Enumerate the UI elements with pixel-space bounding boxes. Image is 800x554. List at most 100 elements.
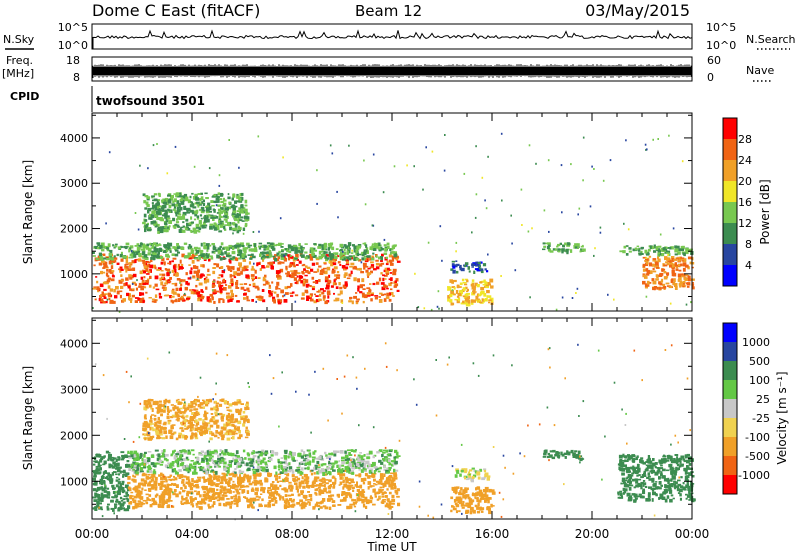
data-cell-1-1 (189, 496, 193, 500)
data-cell-1-1 (304, 502, 308, 505)
data-cell-0-2 (213, 200, 217, 203)
data-cell-1-3 (220, 419, 224, 422)
data-cell-1-1 (328, 484, 332, 487)
data-cell-0-0 (197, 269, 201, 272)
data-cell-0-1 (251, 248, 255, 252)
data-cell-1-3 (226, 401, 229, 405)
data-cell-1-2 (328, 452, 333, 456)
data-cell-0-3 (462, 300, 465, 304)
data-cell-1-1 (163, 494, 166, 499)
data-cell-1-2 (223, 465, 226, 470)
data-cell-0-0 (200, 289, 203, 293)
data-cell-0-0 (358, 267, 362, 271)
data-cell-1-1 (226, 498, 230, 500)
data-cell-0-0 (322, 297, 326, 301)
sparse-echo (232, 232, 234, 235)
data-cell-1-2 (291, 457, 295, 461)
data-cell-0-0 (395, 255, 399, 258)
data-cell-1-1 (204, 479, 208, 482)
data-cell-0-1 (171, 253, 175, 256)
data-cell-0-0 (340, 299, 344, 303)
data-cell-0-0 (212, 290, 216, 295)
data-cell-1-2 (356, 456, 360, 459)
data-cell-1-1 (372, 503, 376, 506)
data-cell-1-3 (178, 434, 182, 439)
data-cell-0-0 (382, 277, 385, 282)
data-cell-0-2 (199, 221, 202, 225)
data-cell-0-2 (152, 220, 157, 224)
data-cell-0-0 (236, 267, 241, 272)
data-cell-0-0 (127, 268, 131, 271)
data-cell-0-0 (285, 265, 288, 270)
data-cell-1-3 (142, 433, 146, 436)
y-tick-label: 4000 (60, 132, 88, 145)
data-cell-1-4 (451, 505, 454, 508)
data-cell-0-5 (543, 245, 547, 248)
data-cell-0-2 (218, 212, 222, 216)
data-cell-0-0 (314, 293, 316, 296)
data-cell-1-3 (237, 436, 241, 440)
data-cell-1-1 (304, 499, 308, 501)
data-cell-0-7 (669, 262, 674, 265)
data-cell-1-1 (219, 481, 224, 485)
data-cell-0-0 (206, 298, 210, 302)
data-cell-0-1 (112, 244, 115, 247)
data-cell-0-1 (366, 250, 369, 254)
data-cell-0-0 (271, 281, 274, 284)
data-cell-0-0 (322, 290, 326, 292)
data-cell-1-3 (178, 401, 182, 405)
data-cell-0-0 (239, 265, 242, 268)
data-cell-0-0 (212, 289, 217, 293)
sparse-echo (500, 275, 502, 277)
data-cell-1-1 (207, 495, 211, 499)
data-cell-1-1 (227, 488, 231, 491)
date-title: 03/May/2015 (585, 1, 690, 20)
data-cell-1-3 (201, 427, 206, 430)
data-cell-0-2 (227, 196, 231, 200)
data-cell-0-1 (247, 254, 252, 256)
data-cell-0-0 (222, 278, 225, 283)
data-cell-0-2 (222, 202, 227, 206)
data-cell-0-0 (180, 283, 183, 287)
data-cell-1-3 (160, 426, 163, 430)
data-cell-0-0 (333, 299, 338, 302)
data-cell-0-0 (375, 259, 379, 262)
data-cell-0-0 (104, 265, 108, 268)
data-cell-0-0 (152, 286, 156, 289)
data-cell-0-0 (345, 258, 349, 262)
data-cell-1-3 (163, 422, 166, 425)
data-cell-0-4 (484, 268, 487, 271)
data-cell-1-1 (208, 499, 212, 502)
data-cell-0-0 (380, 262, 385, 265)
cpid-strip: CPID twofsound 3501 (10, 86, 205, 112)
data-cell-0-0 (197, 297, 201, 302)
data-cell-0-1 (217, 247, 221, 251)
data-cell-1-1 (258, 496, 261, 499)
sparse-echo (208, 167, 211, 170)
data-cell-1-1 (348, 484, 352, 489)
data-cell-1-2 (175, 453, 180, 456)
data-cell-0-2 (220, 220, 224, 223)
data-cell-0-2 (204, 214, 207, 219)
data-cell-1-3 (209, 424, 214, 428)
data-cell-1-1 (339, 499, 344, 502)
data-cell-1-1 (274, 474, 278, 478)
data-cell-0-0 (172, 257, 177, 260)
data-cell-1-0 (100, 476, 105, 479)
data-cell-0-0 (188, 264, 191, 266)
data-cell-0-2 (235, 227, 238, 231)
data-cell-1-3 (194, 419, 198, 423)
data-cell-0-0 (216, 263, 220, 268)
data-cell-0-0 (171, 300, 175, 304)
data-cell-1-1 (294, 479, 298, 482)
data-cell-0-7 (669, 285, 672, 288)
data-cell-1-1 (278, 495, 282, 499)
data-cell-1-3 (156, 420, 160, 424)
data-cell-0-0 (177, 298, 181, 302)
data-cell-0-7 (645, 268, 649, 272)
data-cell-1-1 (313, 478, 318, 483)
data-cell-1-1 (303, 473, 307, 476)
data-cell-1-1 (276, 480, 280, 483)
sparse-echo (577, 213, 579, 216)
data-cell-1-2 (274, 451, 278, 456)
